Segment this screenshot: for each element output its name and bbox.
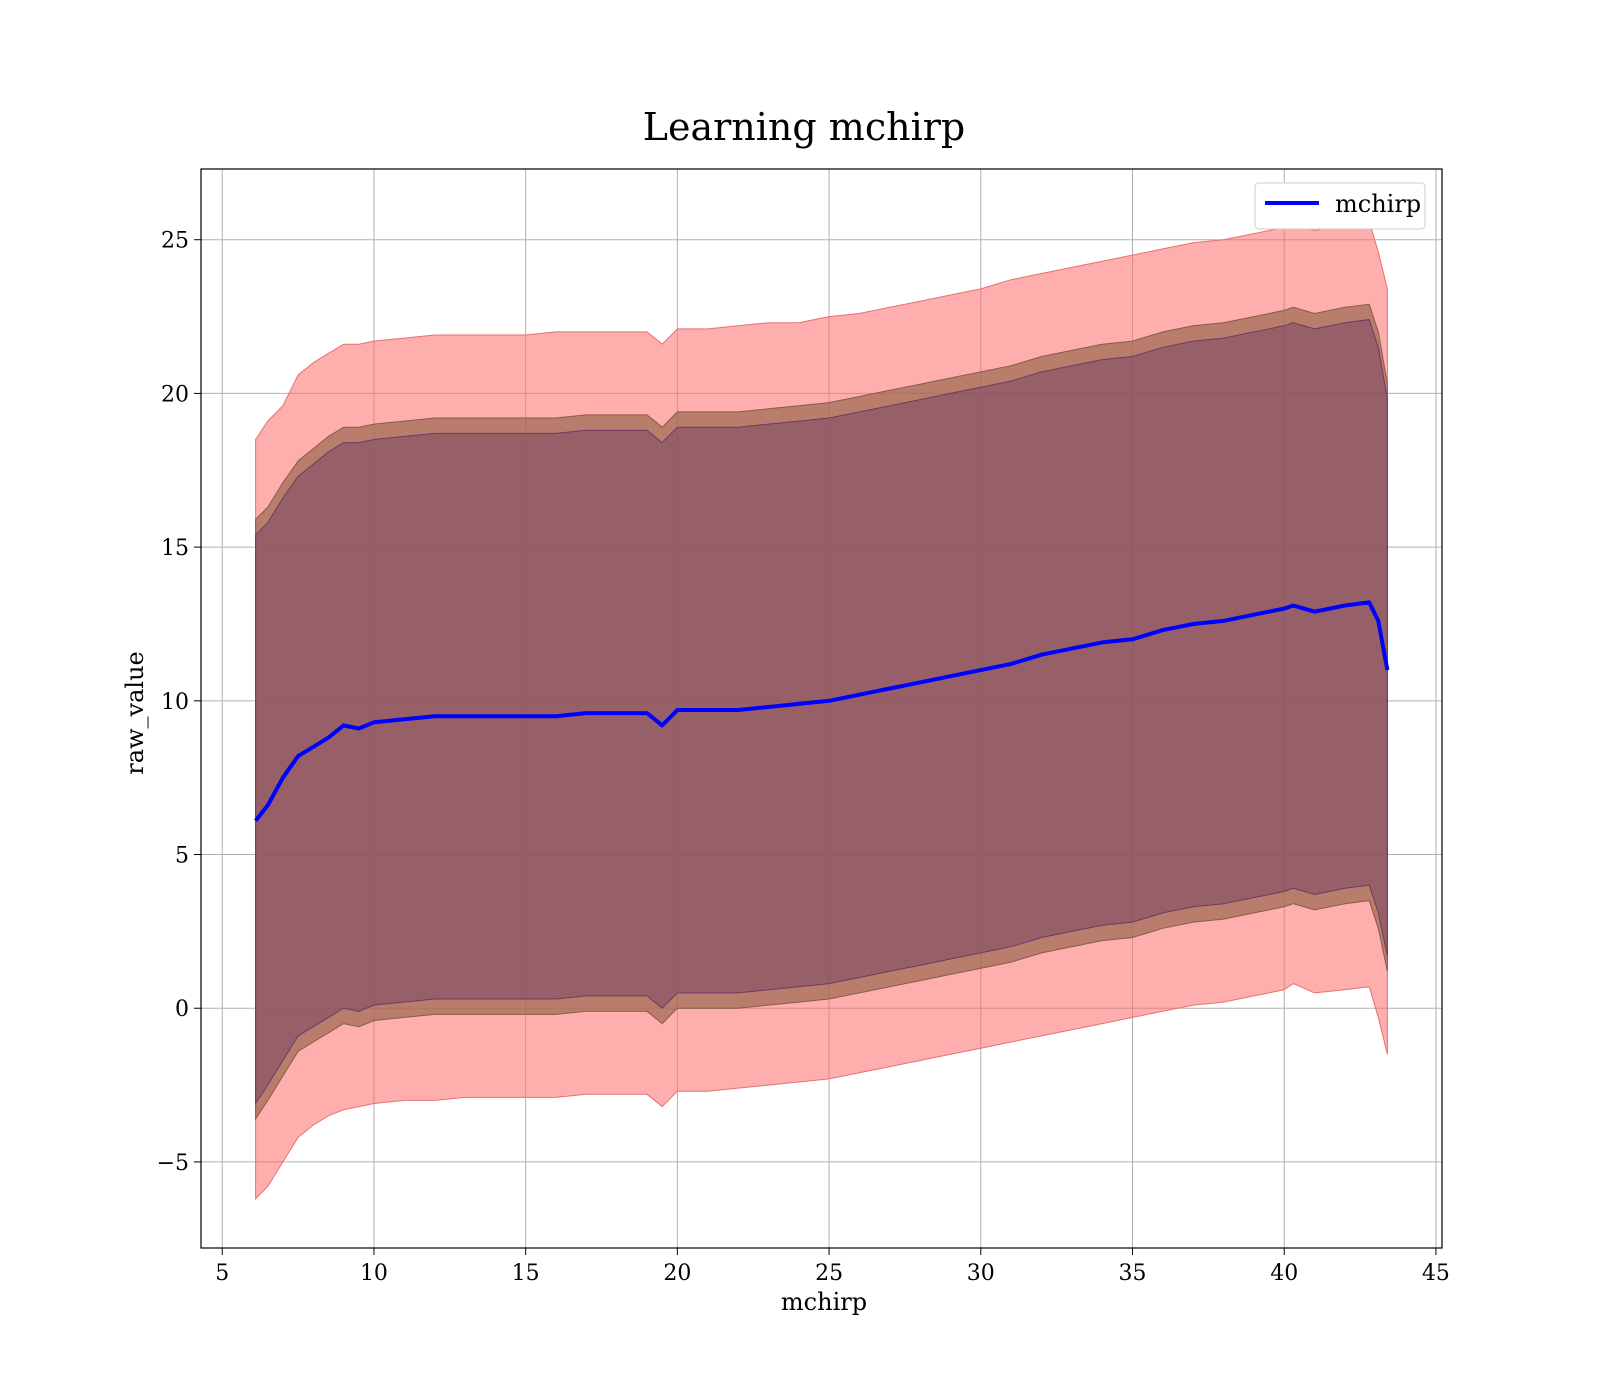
x-tick-label: 10 <box>360 1261 388 1286</box>
x-axis-label: mchirp <box>781 1288 867 1316</box>
chart-title: Learning mchirp <box>643 105 965 149</box>
x-tick-label: 5 <box>215 1261 229 1286</box>
y-tick-label: 25 <box>161 229 189 254</box>
y-tick-label: 0 <box>175 997 189 1022</box>
y-tick-label: 5 <box>175 844 189 869</box>
legend: mchirp <box>1254 182 1426 230</box>
x-tick-label: 20 <box>663 1261 691 1286</box>
bands <box>255 220 1388 1201</box>
x-tick-label: 45 <box>1422 1261 1450 1286</box>
x-tick-label: 35 <box>1119 1261 1147 1286</box>
series-line-mchirp <box>254 600 1390 822</box>
x-axis-ticks: 5 10 15 20 25 30 35 40 45 <box>215 1248 1450 1286</box>
x-tick-label: 15 <box>512 1261 540 1286</box>
band-middle <box>255 303 1388 1121</box>
legend-label-mchirp: mchirp <box>1335 190 1421 218</box>
x-tick-label: 30 <box>967 1261 995 1286</box>
y-tick-label: 10 <box>161 690 189 715</box>
y-axis-label: raw_value <box>121 651 149 775</box>
x-tick-label: 25 <box>815 1261 843 1286</box>
x-tick-label: 40 <box>1270 1261 1298 1286</box>
plot-frame <box>200 168 1443 1249</box>
y-tick-label: 20 <box>161 382 189 407</box>
legend-box <box>1254 182 1426 230</box>
y-axis-ticks: −5 0 5 10 15 20 25 <box>157 229 201 1176</box>
y-tick-label: 15 <box>161 536 189 561</box>
y-tick-label: −5 <box>157 1151 189 1176</box>
band-inner <box>255 319 1388 1106</box>
